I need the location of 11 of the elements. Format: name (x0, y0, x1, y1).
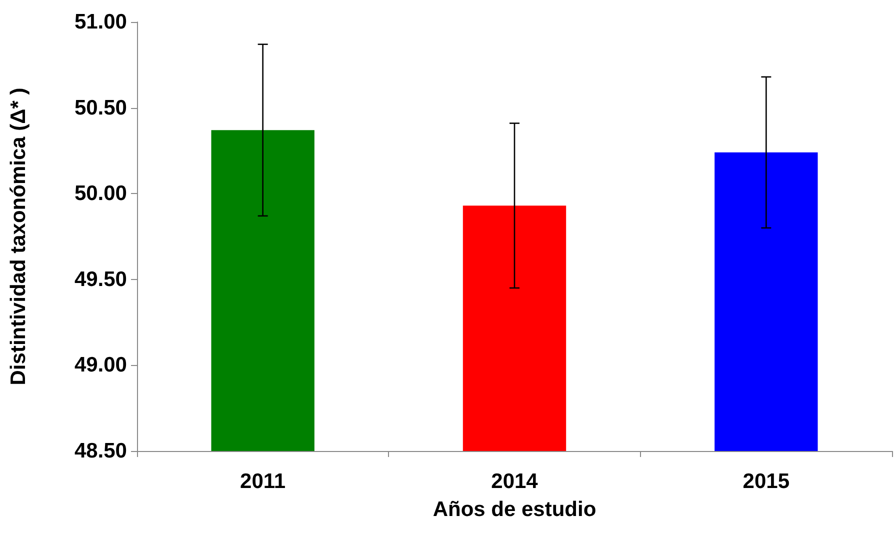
y-tick-label: 49.00 (74, 354, 127, 377)
x-tick-label: 2011 (240, 470, 286, 493)
y-tick-label: 49.50 (74, 268, 127, 291)
y-tick-label: 51.00 (74, 10, 127, 34)
x-tick-label: 2015 (742, 470, 790, 493)
y-tick-label: 48.50 (74, 440, 127, 462)
x-tick-label: 2014 (491, 470, 538, 493)
y-tick-label: 50.00 (74, 182, 127, 206)
x-axis-title: Años de estudio (432, 498, 596, 521)
y-axis-title: Distintividad taxonómica (Δ* ) (7, 88, 30, 386)
y-tick-label: 50.50 (74, 96, 127, 120)
